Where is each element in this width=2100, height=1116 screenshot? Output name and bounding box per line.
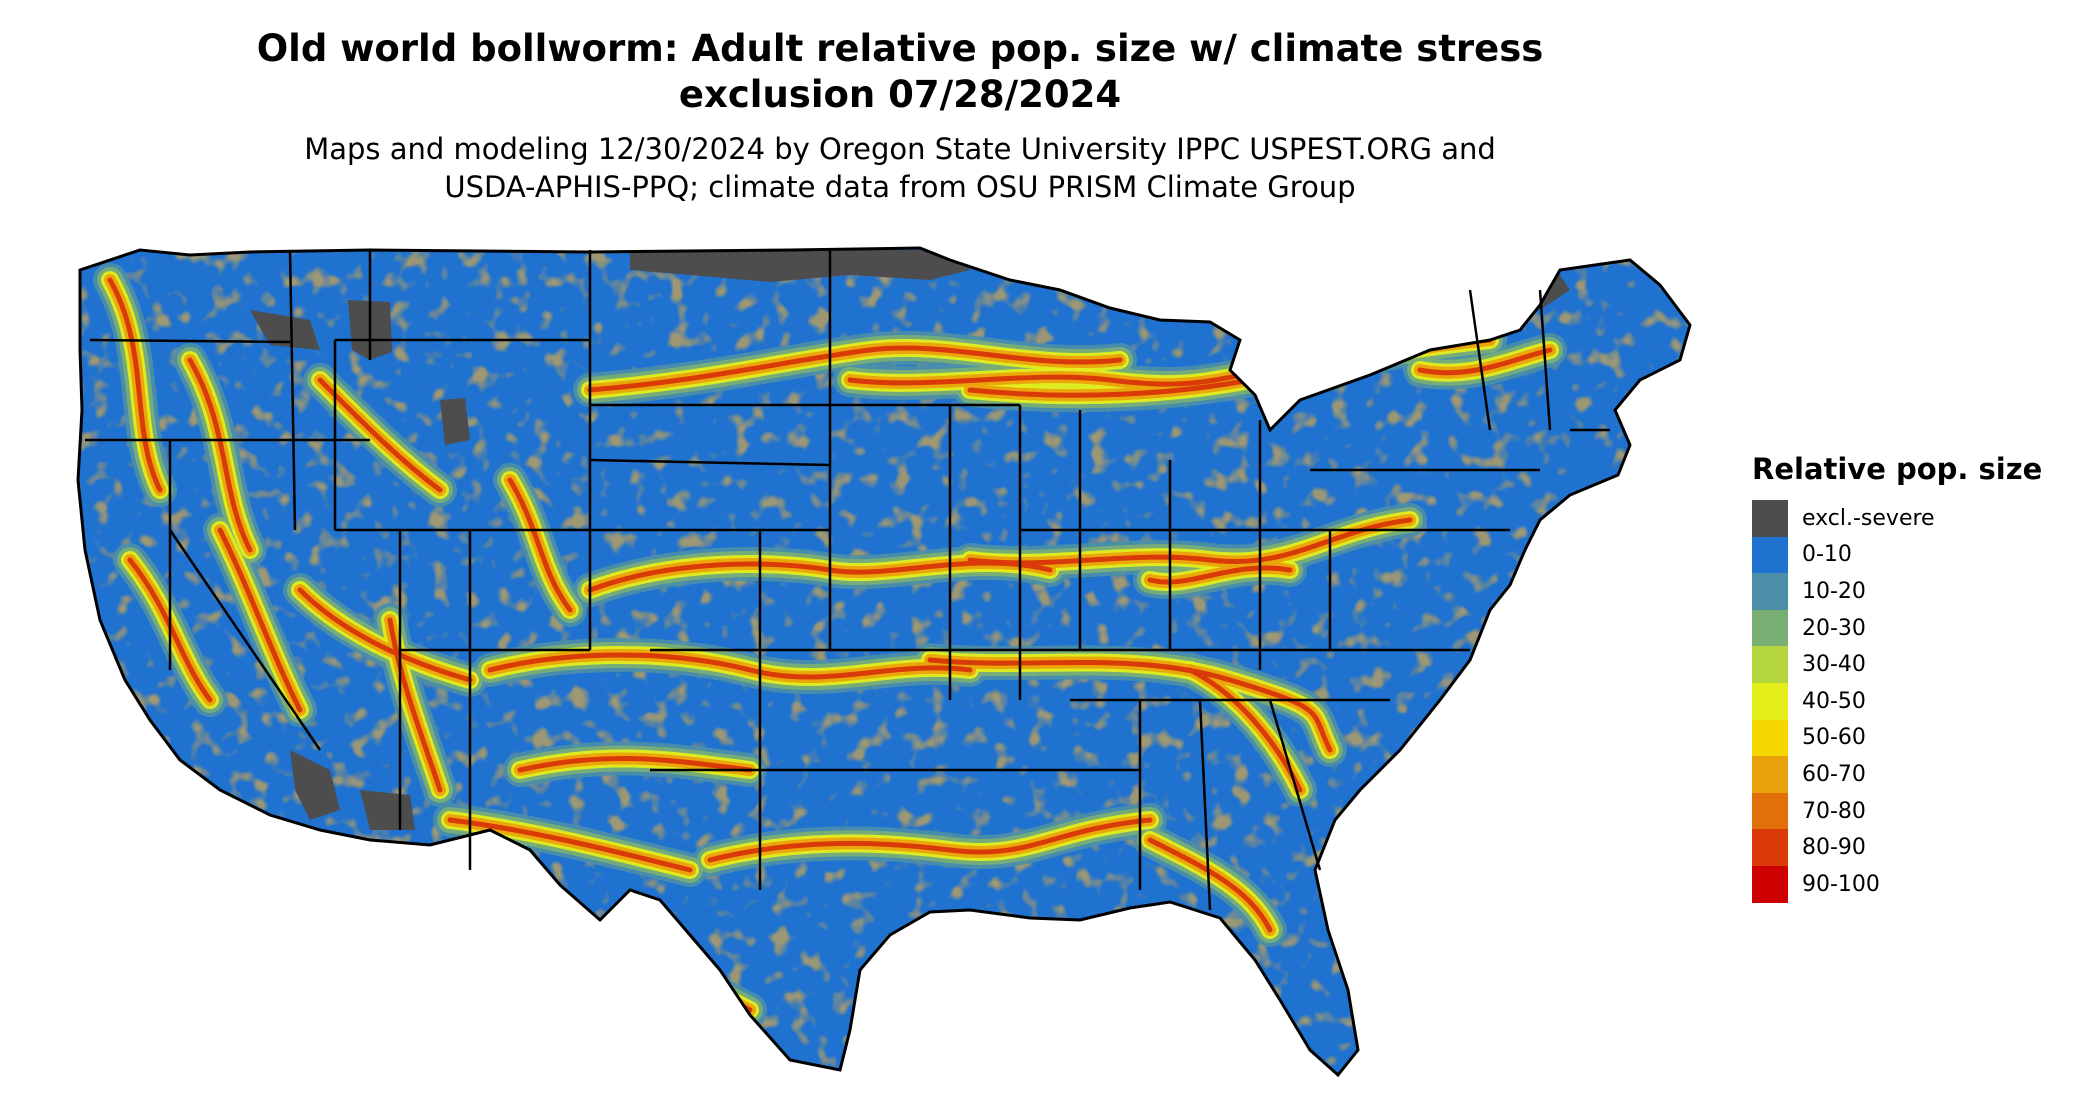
legend-swatch: [1752, 682, 1788, 720]
legend-swatch: [1752, 865, 1788, 903]
legend-swatch: [1752, 829, 1788, 866]
excluded-area: [440, 398, 470, 445]
pop-band: [707, 817, 1153, 863]
state-boundary: [89, 338, 291, 344]
pop-band: [967, 517, 1413, 566]
map-raster-layers: [78, 248, 1690, 1075]
legend-swatch: [1752, 719, 1788, 757]
legend-swatch: [1752, 646, 1788, 683]
pop-band: [927, 657, 1333, 753]
legend-label: 10-20: [1802, 578, 1866, 604]
legend-row: 0-10: [1752, 536, 2042, 574]
title-line-1: Old world bollworm: Adult relative pop. …: [256, 27, 1544, 70]
legend-label: 0-10: [1802, 542, 1852, 568]
legend-row: 10-20: [1752, 573, 2042, 610]
state-boundary: [1538, 289, 1552, 431]
subtitle-line-2: USDA-APHIS-PPQ; climate data from OSU PR…: [444, 170, 1356, 204]
us-population-map: [76, 246, 1692, 1077]
legend-swatch: [1752, 792, 1788, 830]
pop-band: [487, 652, 973, 680]
legend-label: 30-40: [1802, 652, 1866, 678]
pop-band: [847, 367, 1273, 387]
legend-label: 70-80: [1802, 798, 1866, 824]
state-boundaries: [85, 249, 1610, 911]
pop-band: [297, 587, 473, 683]
pop-band: [127, 557, 213, 703]
legend-row: 70-80: [1752, 792, 2042, 830]
legend-row: 40-50: [1752, 682, 2042, 720]
legend-row: excl.-severe: [1752, 500, 2042, 537]
pop-band: [187, 357, 253, 553]
legend-label: excl.-severe: [1802, 505, 1935, 531]
excluded-area: [250, 310, 320, 350]
pop-band: [447, 817, 693, 873]
excluded-area: [630, 250, 970, 282]
pop-band: [217, 527, 303, 713]
title-line-2: exclusion 07/28/2024: [678, 73, 1122, 116]
pop-band: [1147, 565, 1293, 585]
legend-row: 30-40: [1752, 646, 2042, 683]
legend-label: 90-100: [1802, 871, 1880, 897]
pop-band: [387, 617, 443, 793]
state-boundary: [168, 529, 322, 751]
state-boundary: [1468, 289, 1492, 431]
legend-items: excl.-severe 0-10 10-20 20-30 30-40 40-50 50-6…: [1752, 500, 2042, 903]
legend-swatch: [1752, 609, 1788, 647]
pop-band: [1417, 347, 1553, 376]
state-boundary: [1198, 699, 1212, 911]
legend-label: 80-90: [1802, 835, 1866, 861]
legend-row: 60-70: [1752, 756, 2042, 793]
pop-band: [517, 755, 753, 773]
legend-row: 50-60: [1752, 719, 2042, 757]
subtitle-line-1: Maps and modeling 12/30/2024 by Oregon S…: [304, 132, 1496, 166]
pop-band: [107, 277, 163, 493]
pop-band: [317, 377, 443, 493]
legend-label: 20-30: [1802, 615, 1866, 641]
legend-label: 60-70: [1802, 761, 1866, 787]
legend-row: 90-100: [1752, 865, 2042, 903]
map-subtitle: Maps and modeling 12/30/2024 by Oregon S…: [0, 130, 1800, 206]
legend-label: 40-50: [1802, 688, 1866, 714]
pop-band: [1187, 667, 1303, 793]
legend-row: 80-90: [1752, 829, 2042, 866]
legend-swatch: [1752, 500, 1788, 537]
excluded-area: [290, 750, 340, 820]
state-boundary: [288, 249, 297, 531]
legend-swatch: [1752, 536, 1788, 574]
legend: Relative pop. size excl.-severe 0-10 10-20…: [1752, 452, 2042, 903]
pop-band: [587, 345, 1123, 393]
legend-label: 50-60: [1802, 725, 1866, 751]
pop-band: [1147, 837, 1273, 933]
legend-row: 20-30: [1752, 609, 2042, 647]
legend-title: Relative pop. size: [1752, 452, 2043, 486]
legend-swatch: [1752, 756, 1788, 793]
state-boundary: [1268, 699, 1322, 871]
pop-band: [507, 477, 573, 613]
legend-swatch: [1752, 573, 1788, 610]
state-boundary: [589, 458, 831, 467]
map-title: Old world bollworm: Adult relative pop. …: [0, 26, 1800, 118]
pop-bands: [93, 263, 1567, 1027]
